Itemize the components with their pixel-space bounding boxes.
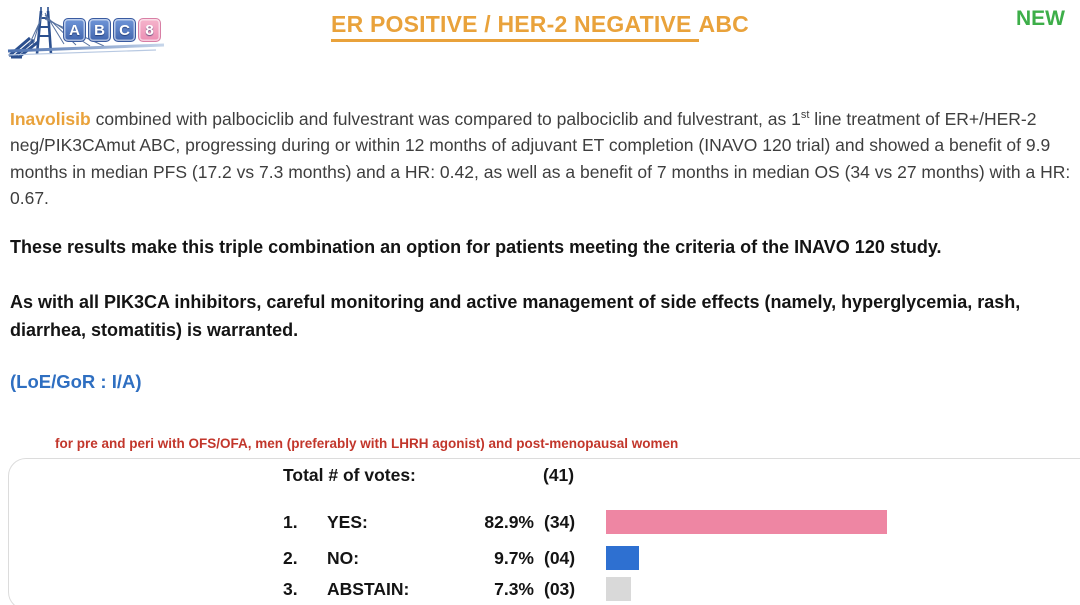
- bridge-icon: [7, 7, 165, 59]
- statement-paragraph: Inavolisib combined with palbociclib and…: [10, 102, 1073, 212]
- page-title: ER POSITIVE / HER-2 NEGATIVE ABC: [0, 11, 1080, 42]
- vote-row-percent: 7.3%: [494, 578, 534, 599]
- statement-text-2: line treatment of ER+/HER-2 neg/PIK3CAmu…: [10, 108, 1071, 209]
- logo-number-8: 8: [138, 18, 161, 42]
- new-badge: NEW: [1016, 7, 1065, 30]
- vote-row-yes: 1. YES: 82.9% (34): [283, 510, 888, 534]
- vote-row-percent: 82.9%: [484, 511, 534, 532]
- page-title-suffix: ABC: [698, 11, 749, 37]
- vote-bar-yes: [606, 510, 888, 534]
- vote-row-count: (03): [544, 578, 576, 599]
- vote-row-number: 1.: [283, 511, 298, 532]
- total-votes-row: Total # of votes: (41): [283, 465, 574, 491]
- vote-row-count: (34): [544, 511, 576, 532]
- logo-tiles: A B C 8: [63, 18, 161, 42]
- total-votes-count: (41): [543, 465, 575, 485]
- page-title-underlined: ER POSITIVE / HER-2 NEGATIVE: [331, 11, 699, 42]
- conclusion-paragraph: These results make this triple combinati…: [10, 237, 942, 257]
- vote-row-number: 3.: [283, 578, 298, 599]
- vote-row-label: NO:: [327, 547, 360, 568]
- population-note: for pre and peri with OFS/OFA, men (pref…: [55, 436, 679, 451]
- vote-bar-no: [606, 546, 639, 570]
- vote-row-no: 2. NO: 9.7% (04): [283, 546, 639, 570]
- vote-row-count: (04): [544, 547, 576, 568]
- vote-row-abstain: 3. ABSTAIN: 7.3% (03): [283, 577, 631, 601]
- statement-text-1: combined with palbociclib and fulvestran…: [90, 108, 801, 129]
- logo-letter-c: C: [113, 18, 136, 42]
- logo-letter-b: B: [88, 18, 111, 42]
- vote-row-number: 2.: [283, 547, 298, 568]
- logo-letter-a: A: [63, 18, 86, 42]
- loe-gor-label: (LoE/GoR : I/A): [10, 371, 142, 392]
- drug-name: Inavolisib: [10, 108, 91, 129]
- vote-row-label: YES:: [327, 511, 368, 532]
- total-votes-label: Total # of votes:: [283, 465, 416, 485]
- vote-row-label: ABSTAIN:: [327, 578, 410, 599]
- vote-row-percent: 9.7%: [494, 547, 534, 568]
- warning-paragraph: As with all PIK3CA inhibitors, careful m…: [10, 292, 1021, 340]
- abc8-logo: A B C 8: [6, 4, 171, 60]
- vote-bar-abstain: [606, 577, 631, 601]
- vote-results-panel: [8, 458, 1080, 605]
- ordinal-superscript: st: [800, 109, 810, 121]
